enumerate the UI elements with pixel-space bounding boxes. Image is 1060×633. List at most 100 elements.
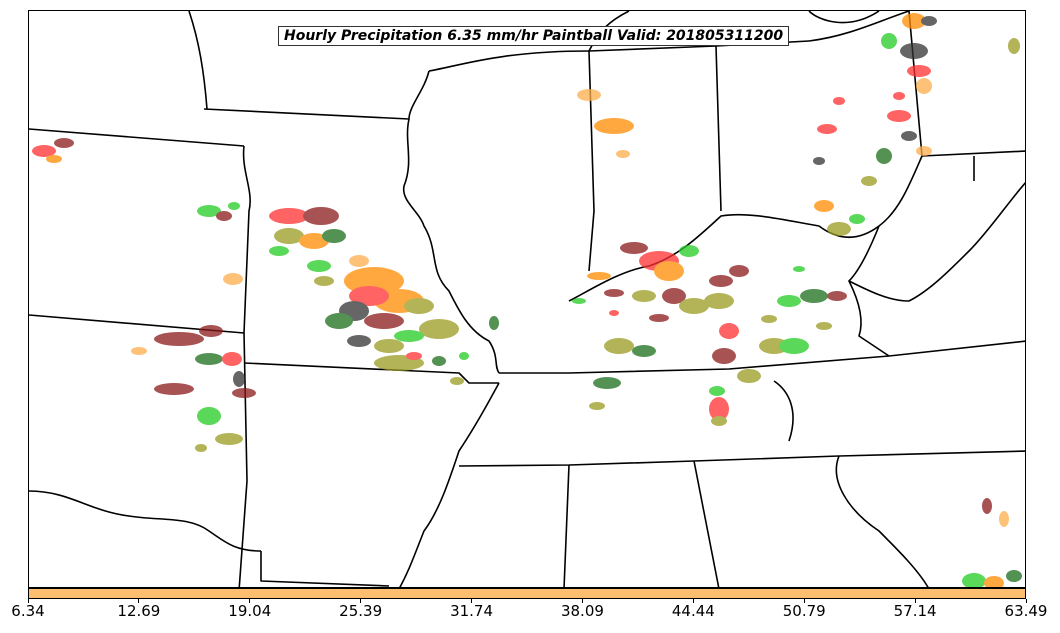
- boundary-line: [458, 455, 840, 467]
- precip-blob: [604, 338, 634, 354]
- precip-blob: [632, 290, 656, 302]
- precip-blob: [649, 314, 669, 322]
- precip-blob: [594, 118, 634, 134]
- precip-blob: [962, 573, 986, 587]
- precip-blob: [587, 272, 611, 280]
- precip-blob: [46, 155, 62, 163]
- precip-blob: [577, 89, 601, 101]
- precip-blob: [709, 275, 733, 287]
- precip-blob: [572, 298, 586, 304]
- precip-blob: [827, 291, 847, 301]
- precip-blob: [679, 245, 699, 257]
- precip-blob: [916, 78, 932, 94]
- precip-blob: [228, 202, 240, 210]
- precip-blob: [489, 316, 499, 330]
- precip-blob: [394, 330, 424, 342]
- colorbar-tick-label: 38.09: [560, 602, 604, 620]
- boundary-line: [188, 11, 208, 110]
- boundary-line: [499, 340, 1025, 374]
- colorbar-tick: [692, 599, 694, 603]
- precip-blob: [374, 339, 404, 353]
- precip-blob: [709, 397, 729, 421]
- precip-blob: [199, 325, 223, 337]
- precip-blob: [269, 208, 309, 224]
- precip-blob: [900, 43, 928, 59]
- precip-blob: [737, 369, 761, 383]
- precip-blob: [881, 33, 897, 49]
- colorbar-tick: [249, 599, 251, 603]
- colorbar-tick: [138, 599, 140, 603]
- precip-blob: [827, 222, 851, 236]
- boundary-line: [715, 45, 722, 212]
- precip-blob: [1008, 38, 1020, 54]
- boundary-line: [203, 108, 410, 120]
- colorbar-tick: [27, 599, 29, 603]
- precip-blob: [589, 402, 605, 410]
- boundary-line: [588, 45, 717, 52]
- precip-blob: [907, 65, 931, 77]
- precip-blob: [322, 229, 346, 243]
- precip-blob: [887, 110, 911, 122]
- precip-blob: [984, 576, 1004, 587]
- precipitation-contours: [32, 13, 1022, 587]
- precip-blob: [711, 416, 727, 426]
- precip-blob: [849, 214, 865, 224]
- boundary-line: [428, 50, 590, 72]
- boundary-line: [773, 380, 794, 442]
- precip-blob: [876, 148, 892, 164]
- precip-blob: [893, 92, 905, 100]
- precip-blob: [779, 338, 809, 354]
- precip-blob: [197, 205, 221, 217]
- precip-blob: [616, 150, 630, 158]
- precip-blob: [654, 261, 684, 281]
- precip-blob: [307, 260, 331, 272]
- precip-blob: [921, 16, 937, 26]
- precip-blob: [761, 315, 777, 323]
- state-boundaries: [29, 11, 1025, 587]
- precip-blob: [314, 276, 334, 286]
- precip-blob: [902, 13, 926, 29]
- precip-blob: [303, 207, 339, 225]
- boundary-line: [808, 11, 880, 24]
- precip-blob: [816, 322, 832, 330]
- colorbar-tick-label: 12.69: [117, 602, 161, 620]
- boundary-line: [260, 551, 390, 587]
- precip-blob: [131, 347, 147, 355]
- precip-blob: [999, 511, 1009, 527]
- precip-blob: [719, 323, 739, 339]
- precip-blob: [432, 356, 446, 366]
- colorbar-tick: [360, 599, 362, 603]
- colorbar: [28, 588, 1026, 599]
- precip-blob: [777, 295, 801, 307]
- precip-blob: [679, 298, 709, 314]
- precip-blob: [593, 377, 621, 389]
- precip-blob: [222, 352, 242, 366]
- precip-blob: [364, 313, 404, 329]
- colorbar-tick-label: 25.39: [339, 602, 383, 620]
- precip-blob: [54, 138, 74, 148]
- colorbar-tick-label: 44.44: [671, 602, 715, 620]
- colorbar-tick-label: 50.79: [782, 602, 826, 620]
- precip-blob: [349, 286, 389, 306]
- precip-blob: [419, 319, 459, 339]
- boundary-line: [693, 460, 720, 587]
- precip-blob: [916, 146, 932, 156]
- boundary-line: [29, 490, 262, 552]
- precip-blob: [982, 498, 992, 514]
- boundary-line: [402, 70, 500, 374]
- precip-blob: [274, 228, 304, 244]
- boundary-line: [848, 280, 890, 357]
- precip-blob: [620, 242, 648, 254]
- boundary-line: [399, 382, 500, 587]
- precip-blob: [195, 444, 207, 452]
- boundary-line: [838, 450, 1025, 457]
- colorbar-tick: [1025, 599, 1027, 603]
- colorbar-tick-label: 57.14: [893, 602, 937, 620]
- precip-blob: [814, 200, 834, 212]
- boundary-line: [808, 11, 910, 42]
- precip-blob: [833, 97, 845, 105]
- map-panel: Hourly Precipitation 6.35 mm/hr Paintbal…: [28, 10, 1026, 588]
- precip-blob: [729, 265, 749, 277]
- precip-blob: [450, 377, 464, 385]
- colorbar-tick-label: 31.74: [450, 602, 494, 620]
